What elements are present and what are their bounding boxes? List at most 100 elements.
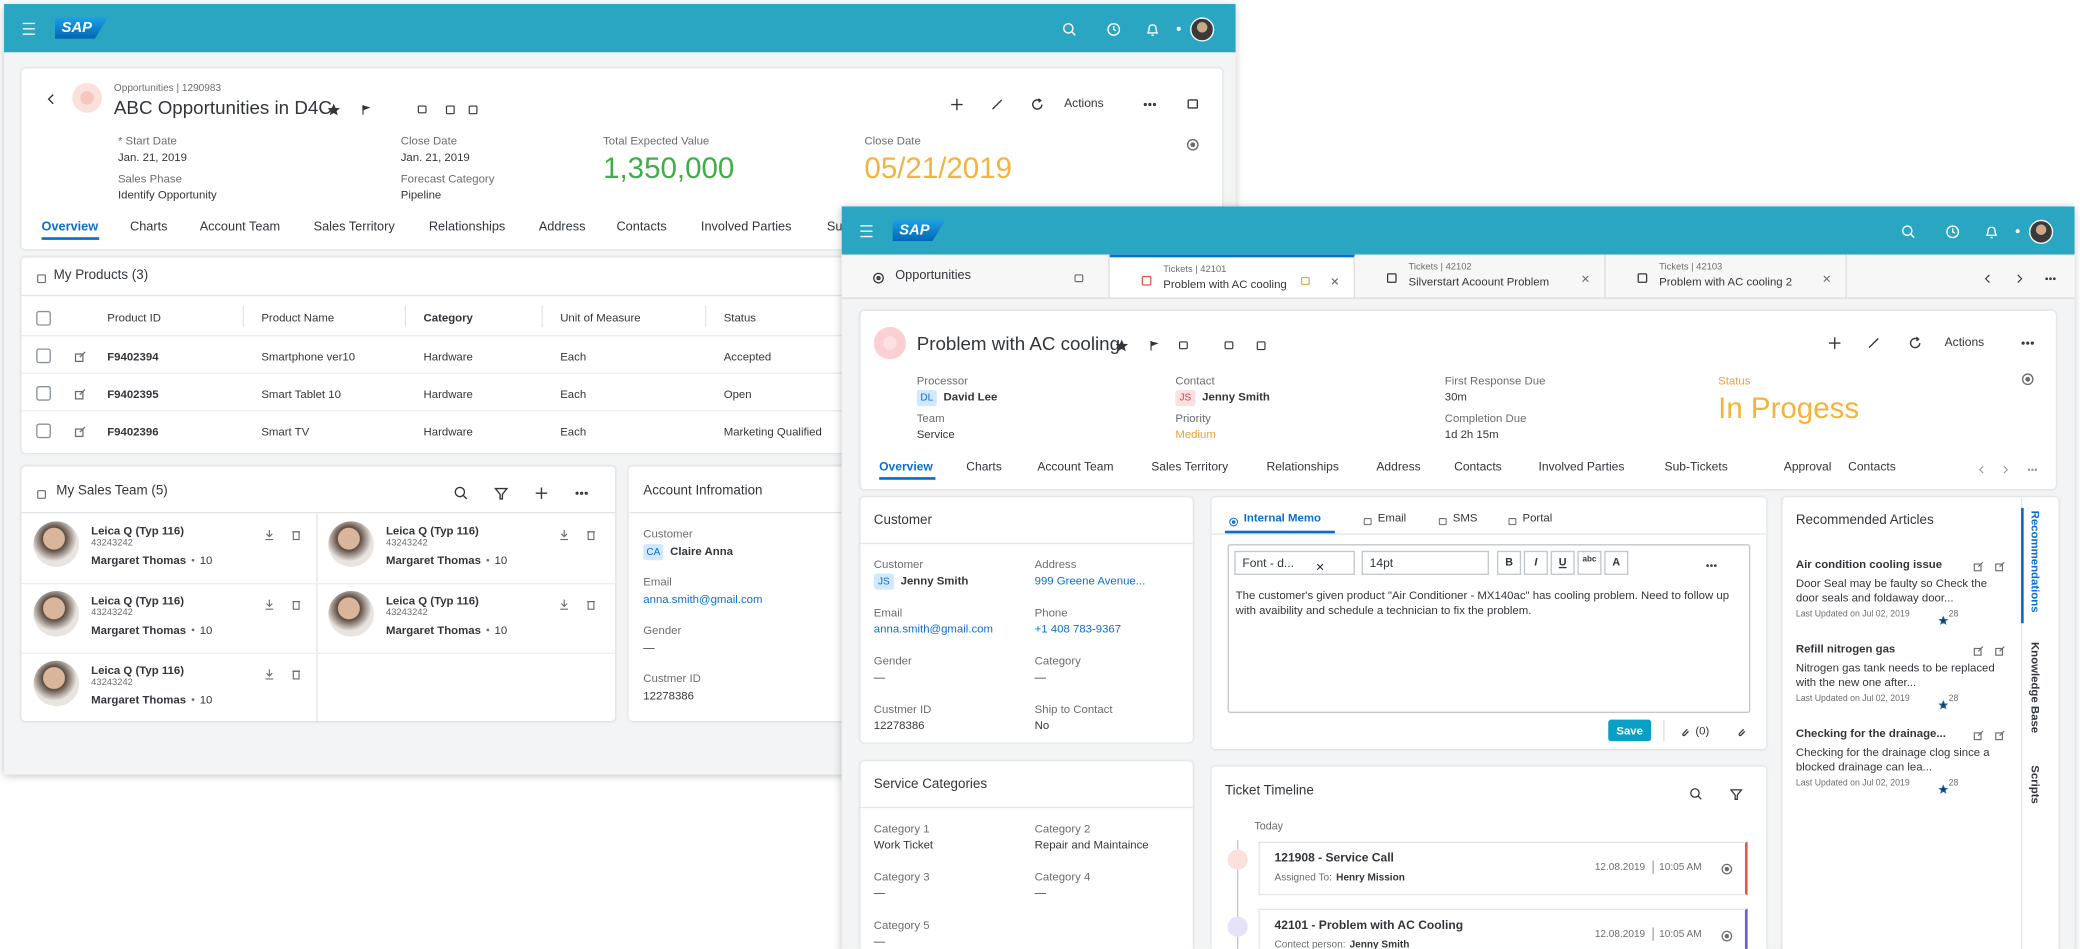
- icon-target[interactable]: [1719, 859, 1734, 875]
- icon-search[interactable]: [1689, 784, 1704, 800]
- column-header[interactable]: Status: [723, 310, 757, 325]
- object-tab[interactable]: Contacts: [1848, 459, 1896, 474]
- icon-chev[interactable]: [2013, 268, 2026, 283]
- icon-edit[interactable]: [1993, 725, 2006, 741]
- icon-clip[interactable]: [1734, 722, 1749, 737]
- object-tab[interactable]: Overview: [41, 219, 99, 235]
- icon-refresh[interactable]: [1029, 95, 1045, 111]
- icon-target[interactable]: [1185, 135, 1201, 151]
- icon-box[interactable]: [1635, 268, 1650, 283]
- object-tab[interactable]: Sales Territory: [313, 219, 395, 235]
- icon-chat[interactable]: [1362, 511, 1374, 526]
- icon-chat[interactable]: [415, 99, 428, 114]
- icon-download[interactable]: [558, 594, 571, 610]
- side-tab[interactable]: Scripts: [2029, 765, 2043, 804]
- object-tab[interactable]: Relationships: [428, 219, 506, 235]
- icon-download[interactable]: [558, 524, 571, 541]
- font-select[interactable]: Font - d...: [1234, 550, 1355, 575]
- icon-search[interactable]: [1900, 222, 1916, 239]
- icon-more[interactable]: [574, 484, 590, 500]
- save-button[interactable]: Save: [1608, 719, 1652, 742]
- column-header[interactable]: Unit of Measure: [560, 310, 641, 325]
- icon-filter[interactable]: [1729, 784, 1744, 800]
- icon-flag[interactable]: [1147, 335, 1160, 351]
- column-header[interactable]: Category: [423, 310, 473, 325]
- icon-chat[interactable]: [1222, 335, 1235, 350]
- icon-chevl[interactable]: [1981, 268, 1994, 283]
- object-tab[interactable]: Charts: [966, 459, 1002, 474]
- object-tab[interactable]: Involved Parties: [1538, 459, 1625, 474]
- user-avatar[interactable]: [2029, 219, 2054, 244]
- icon-download[interactable]: [263, 594, 276, 610]
- checkbox[interactable]: [36, 310, 51, 326]
- icon-more[interactable]: [2044, 268, 2057, 281]
- icon-chevl[interactable]: [43, 90, 59, 106]
- icon-more[interactable]: [2026, 458, 2038, 471]
- article-title[interactable]: Refill nitrogen gas: [1795, 641, 1896, 656]
- memo-tab[interactable]: Internal Memo: [1243, 510, 1321, 525]
- column-header[interactable]: Product Name: [261, 310, 335, 325]
- icon-chat[interactable]: [1299, 271, 1312, 285]
- side-tab[interactable]: Knowledge Base: [2029, 641, 2043, 734]
- icon-refresh[interactable]: [1907, 334, 1923, 350]
- user-avatar[interactable]: [1190, 17, 1215, 42]
- icon-target[interactable]: [871, 268, 886, 284]
- icon-more[interactable]: [1142, 95, 1158, 111]
- object-tab[interactable]: Approval: [1783, 459, 1832, 474]
- icon-close[interactable]: [1820, 268, 1833, 283]
- icon-download[interactable]: [263, 663, 276, 680]
- icon-box[interactable]: [466, 99, 479, 115]
- format-button[interactable]: abc: [1577, 550, 1602, 575]
- icon-bell[interactable]: [1983, 222, 1999, 239]
- icon-chat[interactable]: [1177, 335, 1190, 350]
- workspace-tab[interactable]: Opportunities: [842, 254, 1110, 298]
- icon-box[interactable]: [1139, 271, 1154, 286]
- actions-button[interactable]: Actions: [1944, 335, 1985, 349]
- object-tab[interactable]: Account Team: [1037, 459, 1114, 474]
- format-button[interactable]: B: [1497, 550, 1522, 575]
- memo-tab[interactable]: Portal: [1522, 510, 1553, 525]
- icon-download[interactable]: [263, 524, 276, 541]
- icon-search[interactable]: [453, 484, 469, 500]
- icon-chevl[interactable]: [1975, 458, 1987, 474]
- icon-clip[interactable]: [1678, 722, 1693, 737]
- icon-flag[interactable]: [359, 99, 372, 115]
- icon-close[interactable]: [1328, 271, 1341, 285]
- icon-chat[interactable]: [1072, 268, 1085, 283]
- icon-more[interactable]: [2020, 334, 2036, 350]
- icon-history[interactable]: [1945, 222, 1961, 239]
- icon-box[interactable]: [35, 484, 48, 499]
- icon-star[interactable]: [1938, 608, 1949, 625]
- icon-target[interactable]: [1228, 511, 1240, 527]
- icon-close[interactable]: [1313, 556, 1326, 571]
- workspace-tab[interactable]: Tickets | 42102 Silverstart Acoount Probl…: [1355, 254, 1606, 298]
- workspace-tab[interactable]: Tickets | 42103 Problem with AC cooling 2: [1606, 254, 1847, 298]
- object-tab[interactable]: Address: [538, 219, 586, 235]
- icon-box[interactable]: [444, 99, 457, 115]
- icon-pen[interactable]: [989, 95, 1005, 111]
- workspace-tab[interactable]: Tickets | 42101 Problem with AC cooling: [1109, 254, 1355, 298]
- icon-box[interactable]: [1384, 268, 1399, 283]
- icon-plus[interactable]: [1827, 334, 1843, 350]
- memo-tab[interactable]: SMS: [1452, 510, 1478, 525]
- format-button[interactable]: A: [1604, 550, 1629, 575]
- timeline-item[interactable]: 42101 - Problem with AC Cooling Contect p…: [1258, 908, 1748, 949]
- icon-chat[interactable]: [1437, 511, 1449, 526]
- icon-star[interactable]: [1938, 693, 1949, 710]
- checkbox[interactable]: [36, 423, 51, 439]
- icon-chat[interactable]: [1185, 95, 1201, 111]
- format-button[interactable]: I: [1523, 550, 1548, 575]
- icon-bell[interactable]: [1145, 20, 1161, 36]
- icon-plus[interactable]: [949, 95, 965, 111]
- object-tab[interactable]: Sub-Tickets: [1664, 459, 1728, 474]
- icon-edit[interactable]: [1971, 641, 1984, 656]
- icon-filter[interactable]: [493, 484, 509, 500]
- icon-edit[interactable]: [72, 385, 87, 400]
- icon-pen[interactable]: [1866, 334, 1882, 350]
- object-tab[interactable]: Su: [826, 219, 843, 235]
- icon-close[interactable]: [1579, 268, 1592, 283]
- icon-more[interactable]: [1705, 555, 1718, 568]
- size-select[interactable]: 14pt: [1361, 550, 1489, 575]
- icon-trash[interactable]: [289, 594, 302, 610]
- checkbox[interactable]: [36, 348, 51, 364]
